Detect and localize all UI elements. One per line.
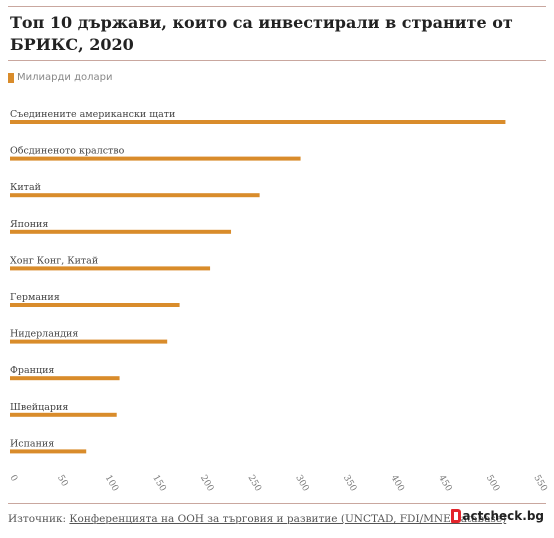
bar[interactable] <box>10 376 120 381</box>
title-divider <box>8 60 546 61</box>
category-label: Обсдиненото кралство <box>10 146 125 157</box>
factcheck-logo[interactable]: actcheck.bg <box>451 509 544 523</box>
brand-f-icon <box>451 509 462 523</box>
x-tick-label: 400 <box>388 474 405 494</box>
category-label: Нидерландия <box>10 329 78 340</box>
x-tick-label: 550 <box>531 474 548 494</box>
x-tick-label: 200 <box>198 474 215 494</box>
category-label: Китай <box>10 182 41 193</box>
x-tick-label: 0 <box>7 474 19 484</box>
category-label: Испания <box>10 438 54 449</box>
bar[interactable] <box>10 193 260 198</box>
x-tick-label: 300 <box>293 474 310 494</box>
category-label: Германия <box>10 292 60 303</box>
top-border <box>8 6 546 7</box>
category-label: Хонг Конг, Китай <box>10 255 98 266</box>
brand-text: actcheck.bg <box>462 509 544 523</box>
x-tick-label: 50 <box>55 474 70 489</box>
bar[interactable] <box>10 339 168 344</box>
legend-label: Милиарди долари <box>17 72 113 83</box>
x-tick-label: 500 <box>484 474 501 494</box>
bar[interactable] <box>10 120 506 124</box>
x-tick-label: 250 <box>246 474 263 494</box>
x-tick-label: 450 <box>436 474 453 494</box>
bar[interactable] <box>10 412 117 417</box>
chart-title: Топ 10 държави, които са инвестирали в с… <box>10 13 513 54</box>
bar[interactable] <box>10 229 232 234</box>
source-note: Източник: Конференцията на ООН за търгов… <box>8 513 506 525</box>
source-link[interactable]: Конференцията на ООН за търговия и разви… <box>69 513 507 525</box>
bar[interactable] <box>10 303 180 307</box>
bar[interactable] <box>10 156 301 161</box>
category-label: Швейцария <box>10 402 68 413</box>
bar-chart: Съединените американски щати Обсдиненото … <box>7 109 548 494</box>
category-label: Япония <box>10 219 48 230</box>
bar[interactable] <box>10 266 211 271</box>
category-label: Съединените американски щати <box>10 109 175 120</box>
chart-legend: Милиарди долари <box>8 72 112 83</box>
footer-divider <box>8 503 546 504</box>
x-tick-label: 350 <box>341 474 358 494</box>
x-tick-label: 100 <box>103 474 120 494</box>
bar[interactable] <box>10 449 87 454</box>
x-tick-label: 150 <box>150 474 167 494</box>
category-label: Франция <box>10 365 54 376</box>
source-prefix: Източник: <box>8 513 67 525</box>
legend-swatch <box>8 72 14 83</box>
